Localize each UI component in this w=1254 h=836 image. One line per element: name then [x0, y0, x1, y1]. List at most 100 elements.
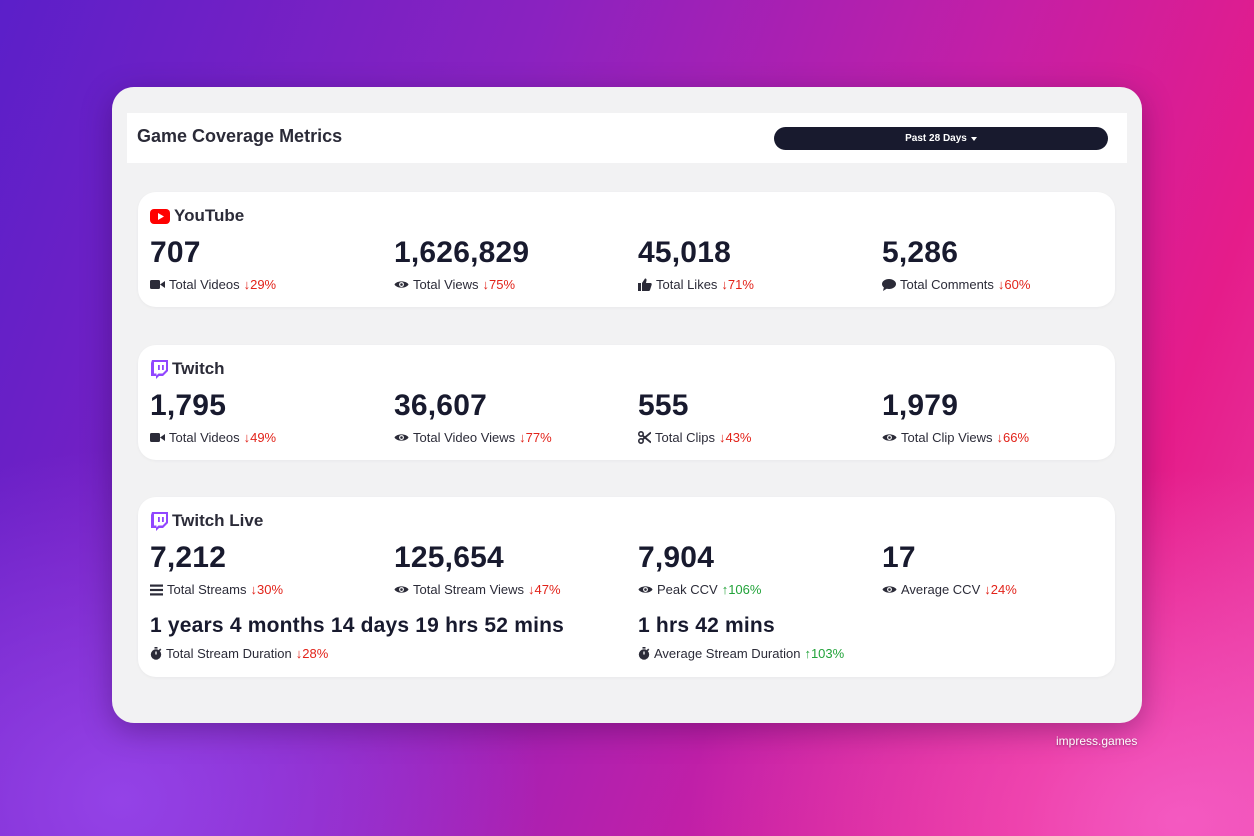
section-title: Twitch [172, 359, 225, 378]
metric-total-likes: 45,018 Total Likes ↓71% [638, 236, 878, 292]
date-range-dropdown[interactable]: Past 28 Days [774, 127, 1108, 150]
date-range-label: Past 28 Days [905, 133, 967, 144]
metric-label: Total Views ↓75% [394, 277, 634, 292]
metric-value: 1,795 [150, 389, 227, 422]
metric-total-clips: 555 Total Clips ↓43% [638, 389, 878, 445]
metric-change: ↓66% [996, 430, 1030, 445]
metric-label-text: Peak CCV [657, 582, 718, 597]
metric-total-videos: 707 Total Videos ↓29% [150, 236, 390, 292]
metric-average-ccv: 17 Average CCV ↓24% [882, 541, 1122, 597]
metric-label: Total Stream Views ↓47% [394, 582, 634, 597]
metric-label-text: Average CCV [901, 582, 981, 597]
metric-label: Average CCV ↓24% [882, 582, 1122, 597]
metric-label: Total Streams ↓30% [150, 582, 390, 597]
metric-change: ↓28% [295, 646, 329, 661]
metric-change: ↓71% [721, 277, 754, 292]
eye-icon [394, 434, 409, 441]
metric-value: 5,286 [882, 236, 959, 269]
metric-value: 1,626,829 [394, 236, 530, 269]
metric-total-views: 1,626,829 Total Views ↓75% [394, 236, 634, 292]
metric-value: 1,979 [882, 389, 959, 422]
metric-peak-ccv: 7,904 Peak CCV ↑106% [638, 541, 878, 597]
watermark: impress.games [1056, 734, 1138, 748]
metric-change: ↑106% [721, 582, 762, 597]
section-header-twitch: Twitch [150, 359, 225, 379]
metric-label-text: Total Stream Duration [166, 646, 292, 661]
eye-icon [394, 281, 409, 288]
metric-value: 7,904 [638, 541, 715, 574]
eye-icon [394, 586, 409, 593]
twitch-live-section: Twitch Live 7,212 Total Streams ↓30% 125… [138, 497, 1115, 677]
metric-total-video-views: 36,607 Total Video Views ↓77% [394, 389, 634, 445]
stopwatch-icon [150, 647, 162, 660]
metric-label: Total Likes ↓71% [638, 277, 878, 292]
metric-change: ↓47% [528, 582, 561, 597]
metric-change: ↓75% [482, 277, 516, 292]
metric-value: 555 [638, 389, 689, 422]
metric-total-stream-duration: 1 years 4 months 14 days 19 hrs 52 mins … [150, 613, 610, 661]
thumbs-up-icon [638, 278, 652, 291]
metric-label: Peak CCV ↑106% [638, 582, 878, 597]
metric-change: ↓29% [243, 277, 277, 292]
metric-total-clip-views: 1,979 Total Clip Views ↓66% [882, 389, 1122, 445]
metric-label-text: Total Comments [900, 277, 994, 292]
metric-label-text: Total Streams [167, 582, 247, 597]
metric-total-stream-views: 125,654 Total Stream Views ↓47% [394, 541, 634, 597]
metric-label-text: Total Clips [655, 430, 715, 445]
metric-value: 125,654 [394, 541, 504, 574]
stopwatch-icon [638, 647, 650, 660]
metric-value: 36,607 [394, 389, 487, 422]
metric-label-text: Total Videos [169, 277, 240, 292]
eye-icon [638, 586, 653, 593]
section-header-youtube: YouTube [150, 206, 244, 226]
metric-label-text: Total Views [413, 277, 479, 292]
metric-value: 45,018 [638, 236, 731, 269]
metric-label: Total Comments ↓60% [882, 277, 1122, 292]
metric-value: 707 [150, 236, 201, 269]
metric-value: 1 hrs 42 mins [638, 614, 775, 637]
metrics-card: Game Coverage Metrics Past 28 Days YouTu… [112, 87, 1142, 723]
metric-label-text: Total Video Views [413, 430, 516, 445]
metric-change: ↓60% [997, 277, 1031, 292]
metric-average-stream-duration: 1 hrs 42 mins Average Stream Duration ↑1… [638, 613, 938, 661]
metric-label-text: Total Videos [169, 430, 240, 445]
eye-icon [882, 434, 897, 441]
metric-total-streams: 7,212 Total Streams ↓30% [150, 541, 390, 597]
metric-label-text: Total Stream Views [413, 582, 525, 597]
video-camera-icon [150, 433, 165, 442]
twitch-section: Twitch 1,795 Total Videos ↓49% 36,607 To… [138, 345, 1115, 460]
youtube-section: YouTube 707 Total Videos ↓29% 1,626,829 … [138, 192, 1115, 307]
metric-value: 7,212 [150, 541, 227, 574]
header-bar: Game Coverage Metrics Past 28 Days [127, 113, 1127, 163]
video-camera-icon [150, 280, 165, 289]
metric-label: Total Stream Duration ↓28% [150, 646, 610, 661]
section-title: YouTube [174, 206, 245, 225]
metric-label: Average Stream Duration ↑103% [638, 646, 938, 661]
metric-total-comments: 5,286 Total Comments ↓60% [882, 236, 1122, 292]
metric-change: ↑103% [804, 646, 845, 661]
section-header-twitch-live: Twitch Live [150, 511, 263, 531]
twitch-icon [151, 511, 168, 531]
section-title: Twitch Live [172, 511, 264, 530]
metric-change: ↓24% [984, 582, 1017, 597]
scissors-icon [638, 431, 651, 444]
page-title: Game Coverage Metrics [137, 126, 343, 146]
youtube-icon [150, 208, 170, 224]
metric-label: Total Clips ↓43% [638, 430, 878, 445]
metric-label-text: Total Clip Views [901, 430, 993, 445]
metric-label: Total Videos ↓49% [150, 430, 390, 445]
metric-value: 1 years 4 months 14 days 19 hrs 52 mins [150, 614, 565, 637]
metric-label-text: Average Stream Duration [654, 646, 801, 661]
metric-label-text: Total Likes [656, 277, 718, 292]
caret-down-icon [970, 137, 977, 141]
twitch-icon [151, 359, 168, 379]
list-icon [150, 584, 163, 595]
metric-value: 17 [882, 541, 916, 574]
eye-icon [882, 586, 897, 593]
metric-label: Total Videos ↓29% [150, 277, 390, 292]
metric-change: ↓30% [250, 582, 284, 597]
metric-change: ↓49% [243, 430, 277, 445]
metric-change: ↓43% [718, 430, 752, 445]
metric-label: Total Clip Views ↓66% [882, 430, 1122, 445]
metric-total-videos: 1,795 Total Videos ↓49% [150, 389, 390, 445]
